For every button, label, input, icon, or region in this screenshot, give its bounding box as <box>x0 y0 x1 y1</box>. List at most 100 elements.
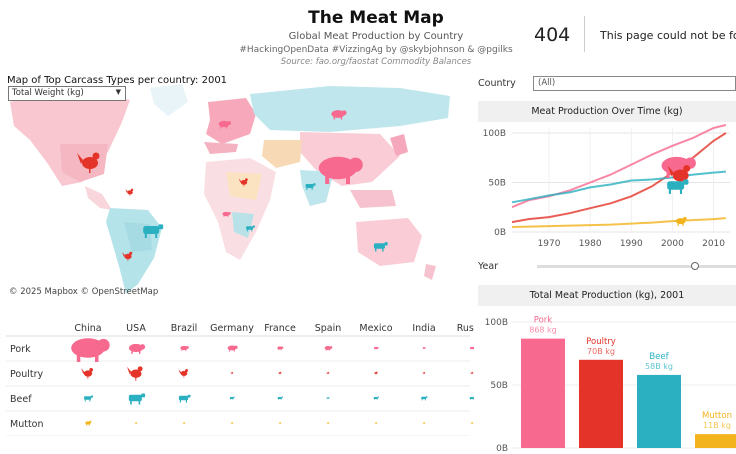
beef-table-icon <box>421 396 428 401</box>
table-row-label: Beef <box>10 394 32 405</box>
mutton-table-icon <box>327 422 330 424</box>
poultry-table-icon <box>81 368 93 379</box>
beef-table-icon <box>178 394 191 403</box>
error-divider <box>584 16 585 52</box>
map-title: Map of Top Carcass Types per country: 20… <box>7 75 228 86</box>
world-map[interactable] <box>0 82 474 304</box>
chevron-down-icon: ▼ <box>115 88 121 96</box>
table-country-header: France <box>264 323 296 334</box>
line-chart-x-tick: 2000 <box>661 239 684 249</box>
poultry-table-icon <box>422 371 426 375</box>
line-chart-x-tick: 1990 <box>620 239 643 249</box>
mutton-table-icon <box>471 422 474 424</box>
pork-table-icon <box>324 346 333 351</box>
bar-value-label: 70B kg <box>587 347 615 356</box>
poultry-line-icon <box>667 165 691 186</box>
dashboard-subtitle: Global Meat Production by Country <box>288 31 464 42</box>
bar-chart-y-tick: 100B <box>485 318 508 328</box>
line-chart-y-tick: 50B <box>488 178 506 188</box>
poultry-series-line <box>511 132 727 224</box>
poultry-map-icon <box>238 178 248 187</box>
table-row-label: Pork <box>10 344 31 355</box>
beef-map-icon <box>143 224 164 238</box>
pork-table-icon <box>71 338 110 362</box>
mutton-line-icon <box>675 216 687 226</box>
mutton-table-icon <box>135 422 138 424</box>
table-country-header: Spain <box>315 323 342 334</box>
pork-table-icon <box>128 343 146 354</box>
poultry-table-icon <box>373 371 378 375</box>
poultry-map-icon <box>122 251 133 261</box>
beef-table-icon <box>277 396 283 401</box>
line-chart-x-tick: 1970 <box>538 239 561 249</box>
pork-map-icon <box>218 120 231 129</box>
bar-value-label: 868 kg <box>529 326 557 335</box>
pork-map-icon <box>318 156 363 184</box>
table-row-label: Mutton <box>10 419 44 430</box>
table-country-header: Mexico <box>359 323 392 334</box>
beef-line-icon <box>667 179 689 194</box>
bar-chart-title: Total Meat Production (kg), 2001 <box>478 285 736 306</box>
poultry-table-icon <box>126 366 143 381</box>
country-filter-dropdown[interactable]: (All) <box>533 76 736 91</box>
map-icons <box>77 110 388 261</box>
country-filter-label: Country <box>478 78 516 89</box>
poultry-table-icon <box>230 371 234 375</box>
hashtags-credit: #HackingOpenData #VizzingAg by @skybjohn… <box>239 45 513 55</box>
bar-category-label: Pork <box>534 316 553 326</box>
beef-table-icon <box>229 396 235 400</box>
error-message: This page could not be found. <box>600 29 736 42</box>
table-country-header: China <box>74 323 101 334</box>
pork-table-icon <box>422 347 426 350</box>
beef-map-icon <box>373 242 388 252</box>
poultry-map-icon <box>125 188 134 196</box>
mutton-bar <box>695 434 736 448</box>
year-slider-label: Year <box>478 261 499 272</box>
pork-table-icon <box>469 346 474 350</box>
mutton-table-icon <box>279 422 282 424</box>
mutton-series-line <box>511 217 726 228</box>
bar-chart-y-tick: 50B <box>490 381 508 391</box>
table-row-label: Poultry <box>10 369 43 380</box>
table-country-header: USA <box>126 323 146 334</box>
table-country-header: Germany <box>210 323 254 334</box>
table-country-header: Russia <box>457 323 474 334</box>
mutton-table-icon <box>423 422 426 424</box>
beef-bar <box>637 374 681 448</box>
poultry-table-icon <box>178 369 188 378</box>
table-country-header: Brazil <box>171 323 198 334</box>
weight-dropdown-value: Total Weight (kg) <box>12 88 84 98</box>
year-slider-handle[interactable] <box>691 262 699 270</box>
beef-table-icon <box>373 396 379 401</box>
beef-table-icon <box>469 396 474 401</box>
weight-dropdown[interactable]: Total Weight (kg) ▼ <box>8 86 126 101</box>
poultry-bar <box>579 359 623 448</box>
bar-category-label: Beef <box>649 352 669 362</box>
map-land <box>10 84 450 294</box>
pork-table-icon <box>227 345 238 352</box>
map-attribution[interactable]: © 2025 Mapbox © OpenStreetMap <box>9 287 159 297</box>
bar-category-label: Poultry <box>586 337 616 347</box>
dashboard-title: The Meat Map <box>308 8 444 28</box>
country-meat-table: China USA Brazil Germany France Spain Mexico In… <box>6 323 474 436</box>
mutton-table-icon <box>85 420 92 426</box>
pork-map-icon <box>331 110 347 120</box>
bar-value-label: 58B kg <box>645 362 673 371</box>
poultry-table-icon <box>326 371 330 375</box>
line-chart-x-tick: 1980 <box>579 239 602 249</box>
line-chart-y-tick: 100B <box>483 129 506 139</box>
beef-map-icon <box>246 225 255 232</box>
bar-value-label: 11B kg <box>703 421 731 430</box>
pork-bar <box>521 338 565 448</box>
production-line-chart: 0B 50B 100B 1970 1980 1990 2000 2010 <box>483 124 730 249</box>
bar-chart-y-tick: 0B <box>496 444 508 454</box>
line-chart-x-tick: 2010 <box>702 239 725 249</box>
beef-map-icon <box>305 183 316 190</box>
year-slider-track[interactable] <box>537 265 736 268</box>
bar-category-label: Mutton <box>702 411 732 421</box>
pork-table-icon <box>277 346 284 351</box>
beef-table-icon <box>84 395 93 402</box>
table-country-header: India <box>412 323 435 334</box>
poultry-table-icon <box>278 371 282 375</box>
